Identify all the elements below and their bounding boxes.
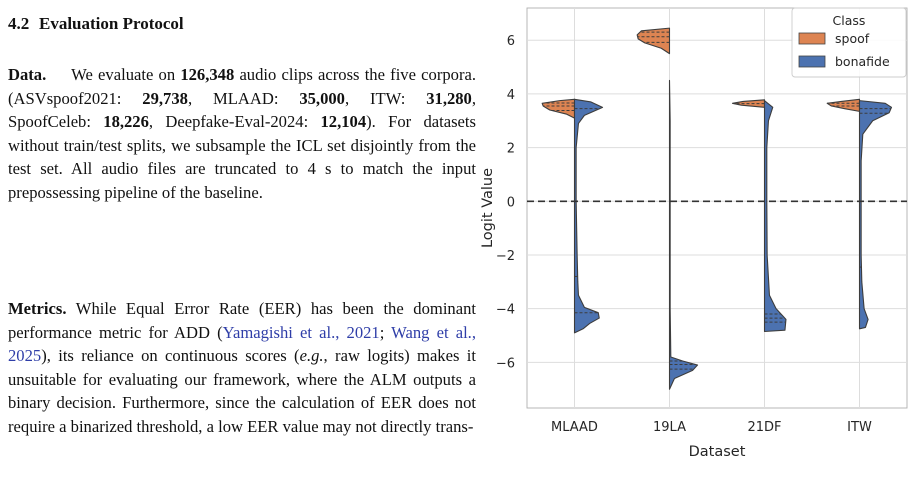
legend: Class spoof bonafide [791,7,907,78]
violin-chart-svg: −6 −4 −2 0 2 4 6 MLAAD 19LA 21DF ITW Dataset Logit… [480,7,908,460]
legend-swatch-spoof [798,32,826,45]
asvspoof-count: 29,738 [142,88,188,108]
data-text-2: audio clips across the five corpora. (AS… [8,65,476,108]
citation-wang-link[interactable]: Wang et al., 2025 [8,322,476,366]
y-tick-label: −2 [496,249,515,264]
y-tick-label: −4 [496,303,515,318]
data-text-4: , ITW: [344,88,427,108]
itw-count: 31,280 [426,88,472,108]
grid-lines [527,8,907,408]
eg-abbrev: e.g. [299,346,324,366]
y-axis-title: Logit Value [480,168,496,248]
violin-bonafide-21DF [763,100,787,333]
axis-labels: −6 −4 −2 0 2 4 6 MLAAD 19LA 21DF ITW [496,34,872,435]
metrics-text-1: While Equal Error Rate (EER) has been th… [8,299,476,342]
metrics-paragraph-label: Metrics. [8,299,67,318]
y-tick-label: 4 [507,88,515,103]
spoofceleb-count: 18,226 [103,112,149,132]
mlaad-count: 35,000 [299,88,345,108]
total-clips: 126,348 [180,65,235,84]
x-tick-label: MLAAD [551,420,598,435]
violin-layer [541,27,893,390]
section-heading: 4.2 Evaluation Protocol [8,12,184,36]
y-tick-label: 6 [507,34,515,49]
legend-swatch-bonafide [798,55,826,68]
data-text-7: ). For datasets without train/test split… [8,112,476,202]
deepfake-eval-count: 12,104 [320,112,367,132]
legend-label-bonafide: bonafide [835,54,890,69]
data-paragraph: Data. We evaluate on 126,348 audio clips… [8,63,476,205]
x-axis-title: Dataset [689,444,746,460]
y-tick-label: −6 [496,356,515,371]
y-tick-label: 2 [507,142,515,157]
violin-spoof-ITW [826,98,861,112]
y-tick-label: 0 [507,195,515,210]
section-title: Evaluation Protocol [39,14,184,33]
metrics-text-2: ), its reliance on continuous scores ( [41,346,300,366]
violin-bonafide-ITW [858,100,893,330]
violin-bonafide-MLAAD [573,98,604,334]
section-number: 4.2 [8,14,30,33]
violin-bonafide-19LA [668,79,699,390]
x-tick-label: ITW [847,420,872,435]
data-text-6: , Deepfake-Eval-2024: [148,112,321,132]
metrics-text-3: , raw logits) makes it unsuitable for ev… [8,346,476,436]
citation-separator: ; [379,322,392,342]
violin-chart: −6 −4 −2 0 2 4 6 MLAAD 19LA 21DF ITW Dataset Logit… [480,0,914,482]
data-paragraph-label: Data. [8,65,47,84]
x-tick-label: 19LA [653,420,686,435]
data-text-3: , MLAAD: [187,88,300,108]
data-text-1: We evaluate on [66,65,181,84]
citation-yamagishi-link[interactable]: Yamagishi et al., 2021 [222,322,380,342]
metrics-paragraph: Metrics. While Equal Error Rate (EER) ha… [8,297,476,439]
legend-title: Class [833,13,866,28]
legend-label-spoof: spoof [835,31,870,46]
x-tick-label: 21DF [747,420,781,435]
data-text-5: , SpoofCeleb: [8,88,477,132]
